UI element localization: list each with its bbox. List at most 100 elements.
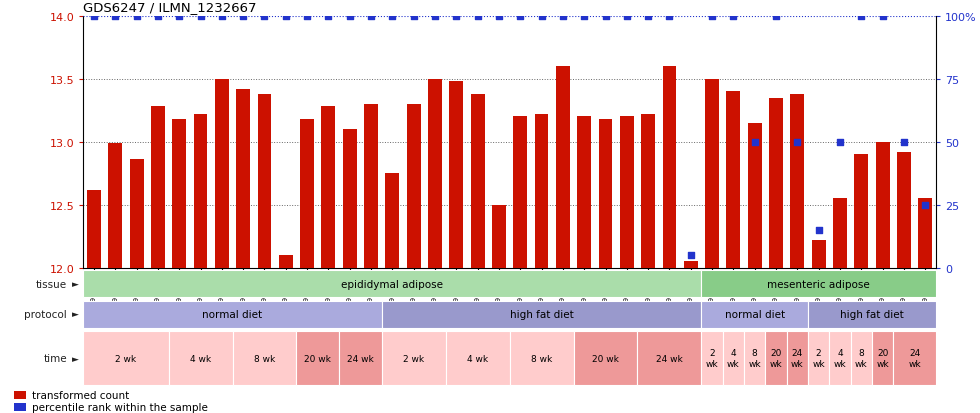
Point — [86, 13, 102, 20]
Point — [320, 13, 336, 20]
Text: 8
wk: 8 wk — [855, 349, 867, 368]
Point — [619, 13, 635, 20]
Point — [875, 13, 891, 20]
Point — [534, 13, 550, 20]
Bar — [129, 160, 143, 268]
Point — [896, 139, 911, 146]
Point — [172, 13, 187, 20]
Bar — [702, 332, 723, 385]
Bar — [296, 332, 339, 385]
Text: 24
wk: 24 wk — [791, 349, 804, 368]
Text: 2 wk: 2 wk — [403, 354, 424, 363]
Bar — [172, 120, 186, 268]
Bar — [811, 240, 825, 268]
Bar — [599, 120, 612, 268]
Point — [449, 13, 465, 20]
Bar — [918, 199, 932, 268]
Point — [235, 13, 251, 20]
Text: 20 wk: 20 wk — [305, 354, 331, 363]
Text: 24 wk: 24 wk — [656, 354, 683, 363]
Bar — [446, 332, 510, 385]
Bar — [151, 107, 165, 268]
Bar — [15, 403, 25, 411]
Text: epididymal adipose: epididymal adipose — [341, 279, 443, 289]
Bar — [407, 104, 420, 268]
Text: 4
wk: 4 wk — [727, 349, 740, 368]
Bar — [279, 256, 293, 268]
Text: 8 wk: 8 wk — [531, 354, 552, 363]
Point — [128, 13, 144, 20]
Bar — [855, 155, 868, 268]
Bar — [232, 332, 296, 385]
Bar — [470, 95, 484, 268]
Bar — [428, 79, 442, 268]
Bar — [748, 123, 761, 268]
Point — [491, 13, 507, 20]
Bar — [450, 82, 464, 268]
Bar — [236, 90, 250, 268]
Point — [278, 13, 294, 20]
Bar — [791, 95, 805, 268]
Bar — [258, 95, 271, 268]
Bar — [620, 117, 634, 268]
Bar — [787, 332, 808, 385]
Point — [917, 202, 933, 209]
Bar — [723, 332, 744, 385]
Bar — [83, 332, 169, 385]
Text: transformed count: transformed count — [32, 390, 129, 400]
Text: 20 wk: 20 wk — [592, 354, 619, 363]
Point — [747, 139, 762, 146]
Text: ►: ► — [73, 280, 79, 289]
Bar — [726, 92, 740, 268]
Bar — [385, 174, 399, 268]
Text: normal diet: normal diet — [203, 309, 263, 319]
Text: 8
wk: 8 wk — [749, 349, 761, 368]
Bar — [641, 115, 655, 268]
Bar — [382, 301, 702, 328]
Point — [513, 13, 528, 20]
Bar — [83, 301, 382, 328]
Text: ►: ► — [73, 310, 79, 319]
Bar — [833, 199, 847, 268]
Text: 4
wk: 4 wk — [834, 349, 847, 368]
Bar — [702, 301, 808, 328]
Text: 8 wk: 8 wk — [254, 354, 275, 363]
Point — [683, 252, 699, 259]
Bar — [109, 144, 122, 268]
Bar — [339, 332, 382, 385]
Point — [640, 13, 656, 20]
Text: high fat diet: high fat diet — [840, 309, 904, 319]
Bar — [321, 107, 335, 268]
Bar — [382, 332, 446, 385]
Bar — [577, 117, 591, 268]
Point — [469, 13, 485, 20]
Bar — [573, 332, 638, 385]
Point — [555, 13, 570, 20]
Bar — [851, 332, 872, 385]
Point — [384, 13, 400, 20]
Text: normal diet: normal diet — [724, 309, 785, 319]
Text: 20
wk: 20 wk — [876, 349, 889, 368]
Bar — [769, 98, 783, 268]
Point — [768, 13, 784, 20]
Point — [854, 13, 869, 20]
Point — [790, 139, 806, 146]
Bar — [365, 104, 378, 268]
Bar — [215, 79, 228, 268]
Bar — [87, 190, 101, 268]
Text: 24
wk: 24 wk — [908, 349, 921, 368]
Point — [427, 13, 443, 20]
Point — [576, 13, 592, 20]
Point — [598, 13, 613, 20]
Text: mesenteric adipose: mesenteric adipose — [767, 279, 870, 289]
Bar — [765, 332, 787, 385]
Point — [193, 13, 209, 20]
Point — [150, 13, 166, 20]
Bar — [556, 67, 569, 268]
Bar — [510, 332, 573, 385]
Point — [406, 13, 421, 20]
Point — [705, 13, 720, 20]
Bar — [829, 332, 851, 385]
Bar — [169, 332, 232, 385]
Point — [364, 13, 379, 20]
